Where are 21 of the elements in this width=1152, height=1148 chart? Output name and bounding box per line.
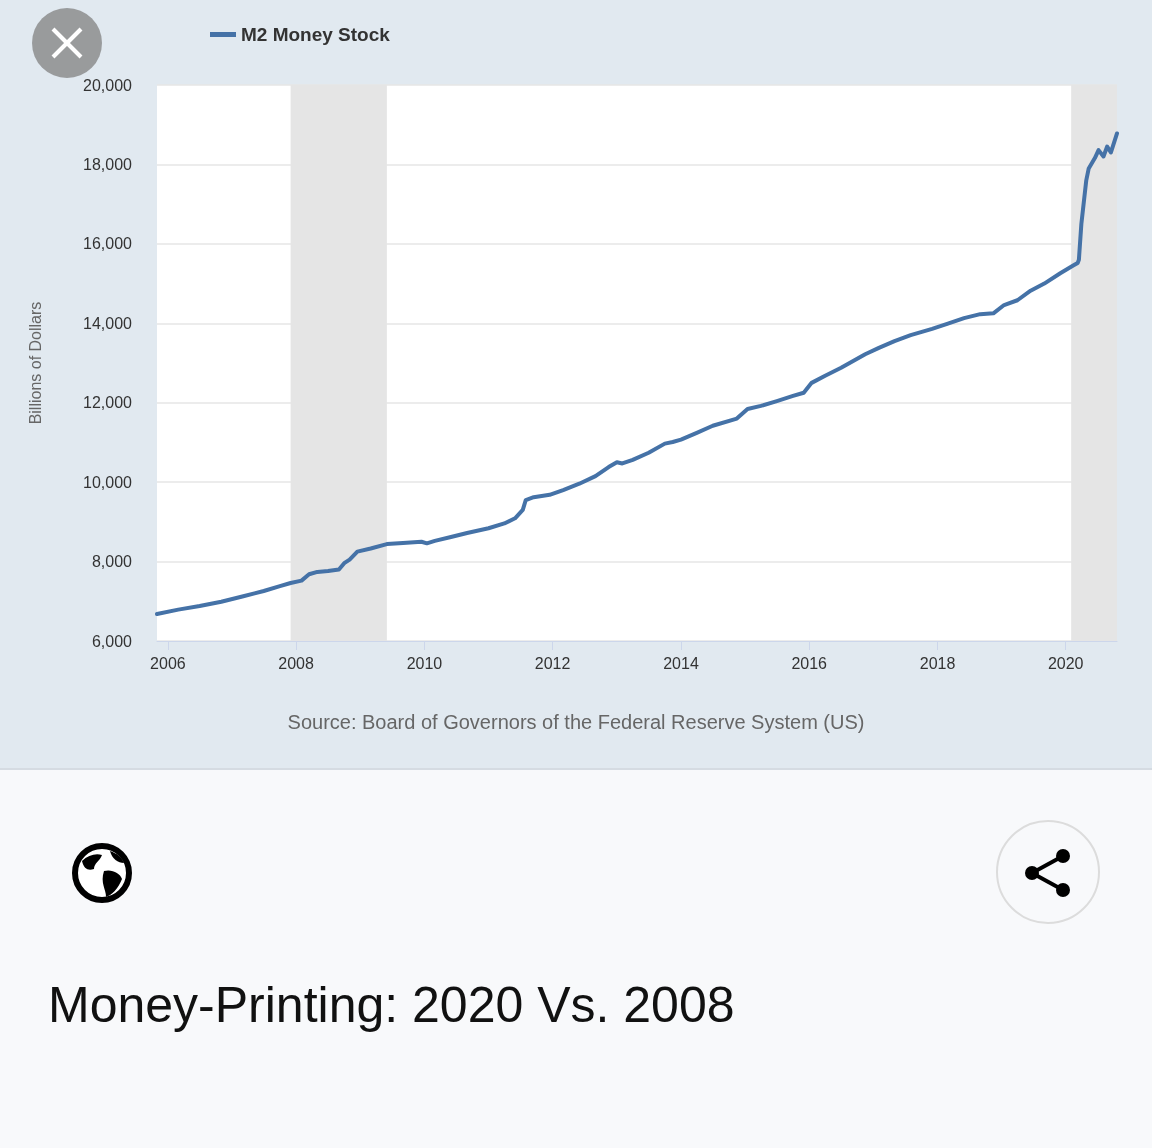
x-tick-label: 2016 — [791, 654, 828, 672]
source-note: Source: Board of Governors of the Federal Reserve System (US) — [287, 711, 865, 733]
y-tick-label: 12,000 — [83, 394, 133, 412]
y-tick-label: 6,000 — [91, 632, 133, 650]
y-axis-title: Billions of Dollars — [26, 301, 44, 425]
x-tick-label: 2018 — [919, 654, 956, 672]
text: Money-Printing: 2020 Vs. 2008 — [48, 976, 735, 1035]
x-tick-label: 2012 — [534, 654, 571, 672]
y-tick-label: 8,000 — [91, 553, 133, 571]
y-tick-label: 16,000 — [83, 235, 133, 253]
y-tick-label: 14,000 — [83, 314, 133, 332]
x-tick-label: 2010 — [406, 654, 443, 672]
x-tick-label: 2020 — [1047, 654, 1084, 672]
y-tick-label: 10,000 — [83, 473, 133, 491]
y-tick-label: 20,000 — [83, 76, 133, 94]
x-tick-label: 2014 — [663, 654, 699, 672]
x-tick-label: 2006 — [150, 654, 186, 672]
line-series — [155, 131, 1119, 616]
y-tick-label: 18,000 — [83, 155, 133, 173]
x-tick-label: 2008 — [278, 654, 314, 672]
legend-label: M2 Money Stock — [241, 24, 391, 45]
